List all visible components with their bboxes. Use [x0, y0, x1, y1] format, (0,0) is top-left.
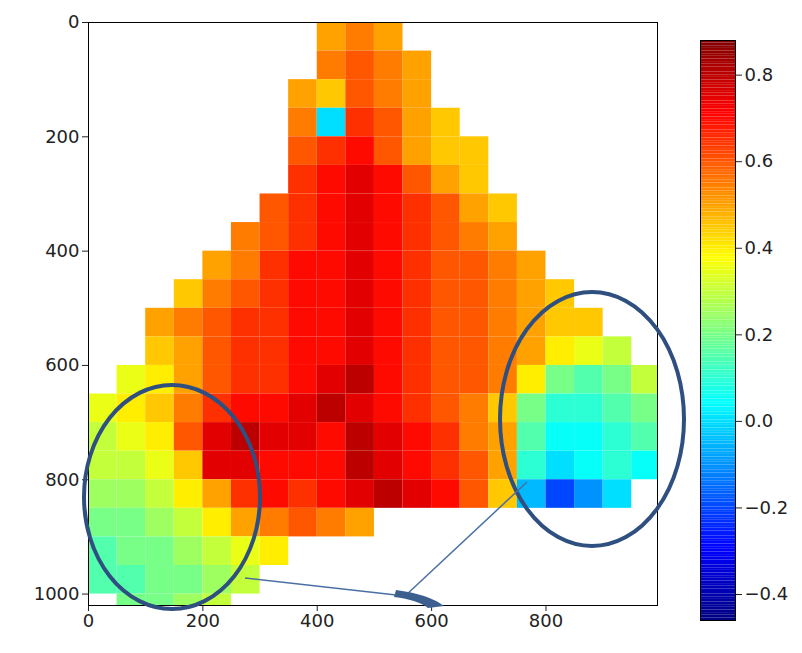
svg-text:1000: 1000 — [34, 583, 80, 604]
svg-text:−0.4: −0.4 — [745, 583, 789, 604]
svg-text:200: 200 — [45, 126, 79, 147]
svg-text:800: 800 — [529, 610, 563, 631]
svg-text:0.8: 0.8 — [745, 64, 774, 85]
svg-text:600: 600 — [45, 354, 79, 375]
svg-text:800: 800 — [45, 469, 79, 490]
svg-text:400: 400 — [300, 610, 334, 631]
svg-text:−0.2: −0.2 — [745, 497, 789, 518]
svg-text:200: 200 — [186, 610, 220, 631]
svg-text:0.4: 0.4 — [745, 237, 774, 258]
svg-text:0.2: 0.2 — [745, 324, 774, 345]
svg-text:0: 0 — [68, 11, 79, 32]
svg-text:0: 0 — [83, 610, 94, 631]
svg-text:400: 400 — [45, 240, 79, 261]
svg-text:0.0: 0.0 — [745, 410, 774, 431]
svg-text:0.6: 0.6 — [745, 150, 774, 171]
svg-text:600: 600 — [414, 610, 448, 631]
